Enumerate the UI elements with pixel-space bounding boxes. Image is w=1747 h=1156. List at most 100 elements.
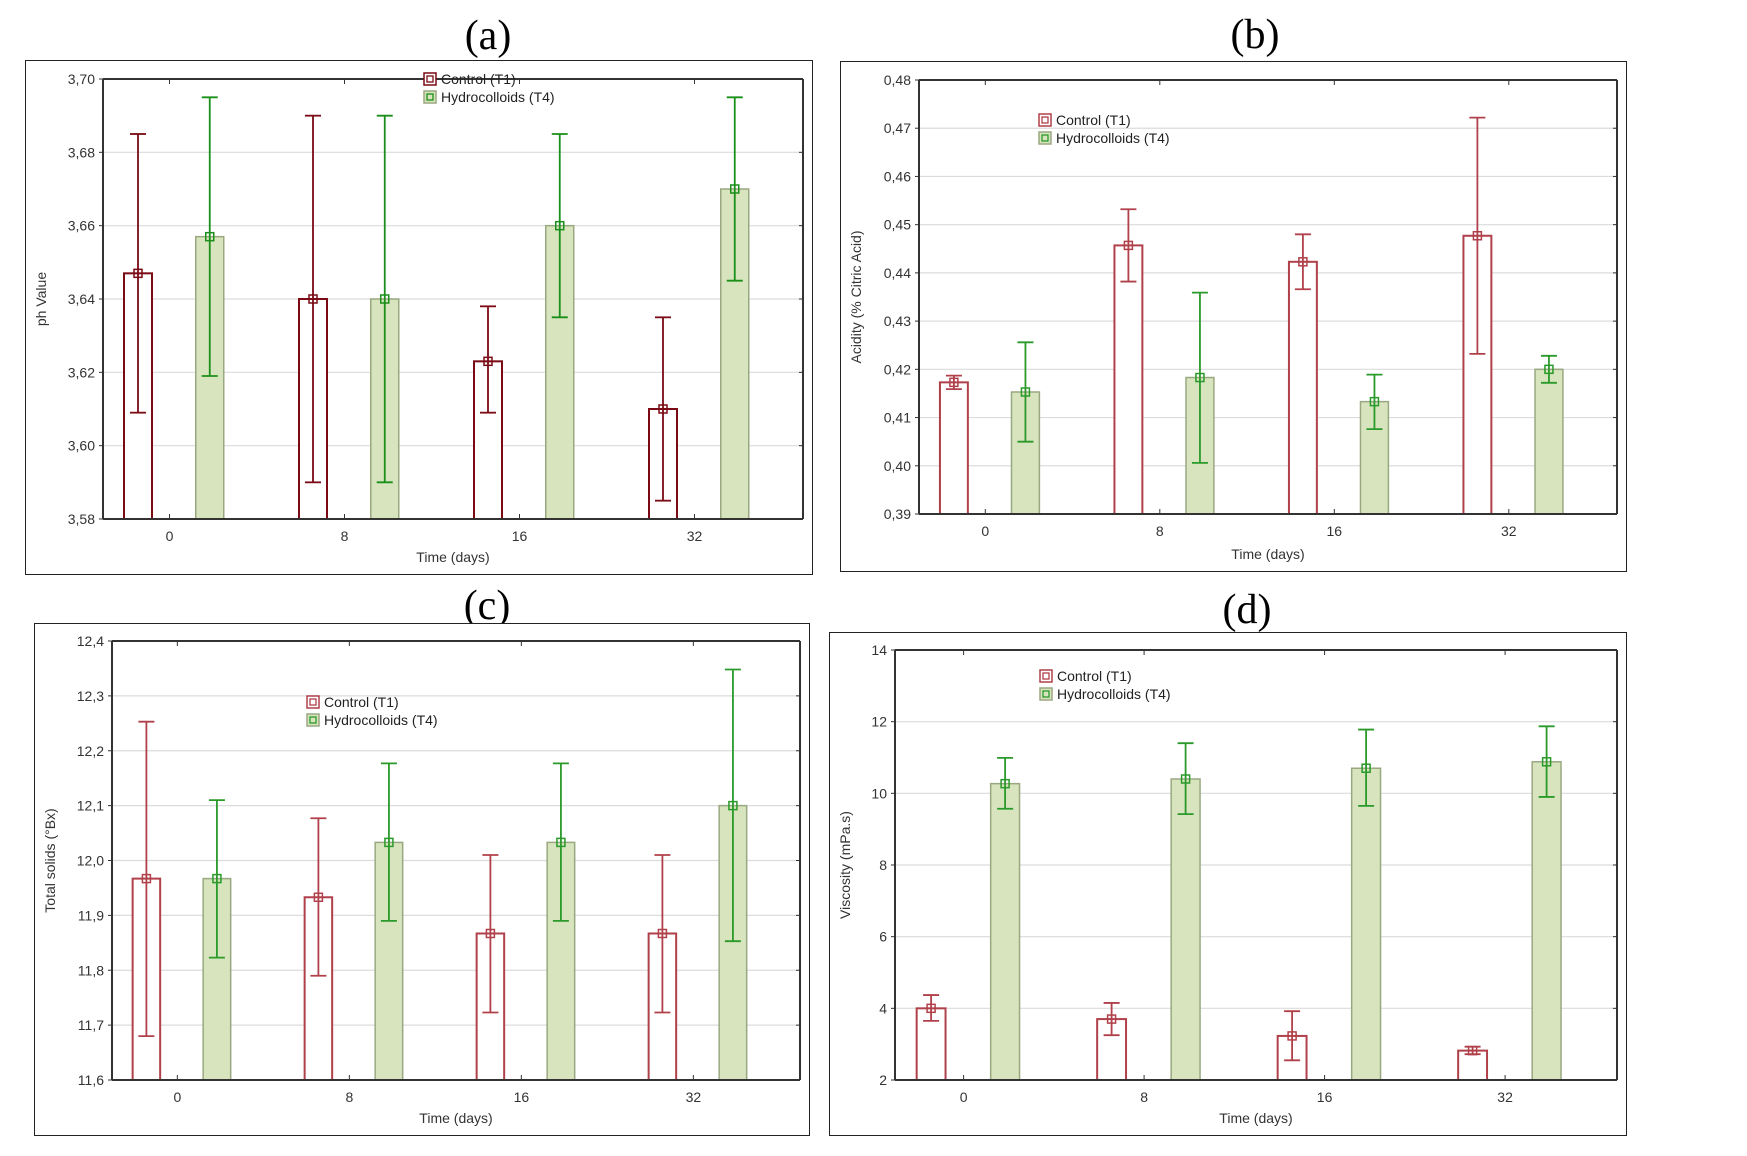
x-tick-label: 32 [687, 528, 703, 544]
chart-viscosity-svg: 2 4 6 8 10 12 14 0 8 16 32 Time (days) Viscosity (mP… [837, 642, 1618, 1126]
legend-swatch-control [423, 72, 437, 86]
y-tick-label: 0,46 [884, 168, 911, 184]
x-tick-label: 0 [166, 528, 174, 544]
legend-label-hydrocolloids: Hydrocolloids (T4) [1057, 686, 1171, 702]
y-tick-label: 0,43 [884, 313, 911, 329]
x-tick-label: 16 [1327, 523, 1343, 539]
legend-swatch-control [1038, 113, 1052, 127]
y-axis-title: Viscosity (mPa.s) [837, 811, 853, 919]
bar-hydrocolloids [1534, 368, 1564, 515]
y-tick-label: 3,58 [68, 511, 95, 527]
mean-marker-hydrocolloids [1544, 364, 1554, 375]
legend-label-control: Control (T1) [441, 71, 516, 87]
x-tick-label: 16 [1317, 1089, 1333, 1105]
mean-marker-hydrocolloids [205, 231, 215, 242]
x-axis-title: Time (days) [1219, 1110, 1292, 1126]
y-tick-label: 3,60 [68, 438, 95, 454]
chart-acidity-svg: 0,39 0,40 0,41 0,42 0,43 0,44 0,45 0,46 0,47 0,48… [848, 72, 1618, 562]
y-axis-title: ph Value [33, 272, 49, 326]
y-tick-label: 0,44 [884, 265, 911, 281]
bar-control [1287, 260, 1318, 515]
y-tick-label: 0,40 [884, 458, 911, 474]
y-tick-label: 14 [871, 642, 887, 658]
y-tick-label: 12,0 [77, 853, 104, 869]
y-tick-label: 10 [871, 785, 887, 801]
mean-marker-control [313, 892, 324, 903]
mean-marker-hydrocolloids [1180, 774, 1191, 784]
x-tick-label: 8 [1140, 1089, 1148, 1105]
bar-control [938, 381, 969, 515]
chart-panel-acidity: 0,39 0,40 0,41 0,42 0,43 0,44 0,45 0,46 0,47 0,48… [840, 61, 1627, 572]
panel-label-c: (c) [463, 583, 511, 629]
y-tick-label: 3,64 [68, 291, 95, 307]
mean-marker-control [1287, 1031, 1297, 1041]
x-tick-label: 8 [341, 528, 349, 544]
legend-marker [1042, 672, 1050, 680]
mean-marker-control [657, 928, 668, 939]
x-axis-title: Time (days) [416, 549, 489, 565]
mean-marker-hydrocolloids [212, 873, 222, 884]
x-axis-title: Time (days) [1231, 546, 1304, 562]
mean-marker-hydrocolloids [1541, 757, 1552, 767]
y-tick-label: 12,4 [77, 633, 104, 649]
mean-marker-hydrocolloids [555, 220, 565, 231]
chart-panel-total-solids: 11,6 11,7 11,8 11,9 12,0 12,1 12,2 12,3 12,4 0 8 16… [34, 623, 810, 1136]
y-tick-label: 11,6 [78, 1072, 104, 1088]
bar-hydrocolloids [989, 782, 1021, 1081]
mean-marker-control [483, 356, 493, 367]
legend-label-control: Control (T1) [1056, 112, 1131, 128]
bar-control [1457, 1049, 1489, 1082]
legend-label-hydrocolloids: Hydrocolloids (T4) [324, 712, 438, 728]
y-tick-label: 11,9 [78, 907, 104, 923]
mean-marker-hydrocolloids [1361, 763, 1371, 773]
y-tick-label: 12,1 [77, 798, 104, 814]
x-axis-title: Time (days) [419, 1110, 492, 1126]
y-tick-label: 4 [879, 1000, 887, 1016]
chart-ph-svg: 3,58 3,60 3,62 3,64 3,66 3,68 3,70 0 8 16 32 Time (… [33, 71, 804, 565]
bar-control [1113, 244, 1144, 515]
mean-marker-hydrocolloids [380, 294, 390, 304]
x-tick-label: 16 [512, 528, 528, 544]
x-tick-label: 0 [960, 1089, 968, 1105]
y-tick-label: 0,48 [884, 72, 911, 88]
mean-marker-hydrocolloids [730, 184, 740, 194]
x-tick-label: 32 [1497, 1089, 1513, 1105]
y-tick-label: 0,42 [884, 361, 911, 377]
mean-marker-control [949, 377, 959, 388]
mean-marker-control [485, 928, 496, 939]
legend-swatch-control [1039, 669, 1053, 683]
bar-hydrocolloids [1170, 778, 1201, 1081]
mean-marker-control [1106, 1014, 1117, 1024]
legend-label-hydrocolloids: Hydrocolloids (T4) [1056, 130, 1170, 146]
x-tick-label: 32 [686, 1089, 702, 1105]
legend-label-hydrocolloids: Hydrocolloids (T4) [441, 89, 555, 105]
y-tick-label: 2 [879, 1072, 887, 1088]
y-tick-label: 12,2 [77, 743, 104, 759]
y-axis-title: Total solids (°Bx) [42, 808, 58, 912]
y-tick-label: 12 [871, 714, 887, 730]
x-tick-label: 16 [514, 1089, 530, 1105]
legend-marker [426, 93, 434, 101]
mean-marker-hydrocolloids [728, 800, 738, 811]
bar-hydrocolloids [1350, 767, 1382, 1081]
y-tick-label: 12,3 [77, 688, 104, 704]
y-tick-label: 3,70 [68, 71, 95, 87]
x-tick-label: 32 [1501, 523, 1517, 539]
bar-hydrocolloids [1531, 761, 1562, 1081]
x-tick-label: 0 [173, 1089, 181, 1105]
legend-swatch-hydrocolloids [306, 713, 320, 727]
legend-swatch-hydrocolloids [1038, 131, 1052, 145]
legend-marker [1041, 116, 1049, 124]
mean-marker-control [141, 873, 152, 884]
legend-marker [309, 698, 317, 706]
mean-marker-control [926, 1003, 936, 1014]
legend-label-control: Control (T1) [324, 694, 399, 710]
y-tick-label: 6 [879, 929, 887, 945]
x-tick-label: 8 [1156, 523, 1164, 539]
legend-marker [426, 75, 434, 83]
mean-marker-control [1123, 240, 1134, 251]
chart-panel-ph: 3,58 3,60 3,62 3,64 3,66 3,68 3,70 0 8 16 32 Time (… [25, 60, 813, 575]
x-tick-label: 0 [981, 523, 989, 539]
legend-swatch-control [306, 695, 320, 709]
y-tick-label: 0,39 [884, 506, 911, 522]
